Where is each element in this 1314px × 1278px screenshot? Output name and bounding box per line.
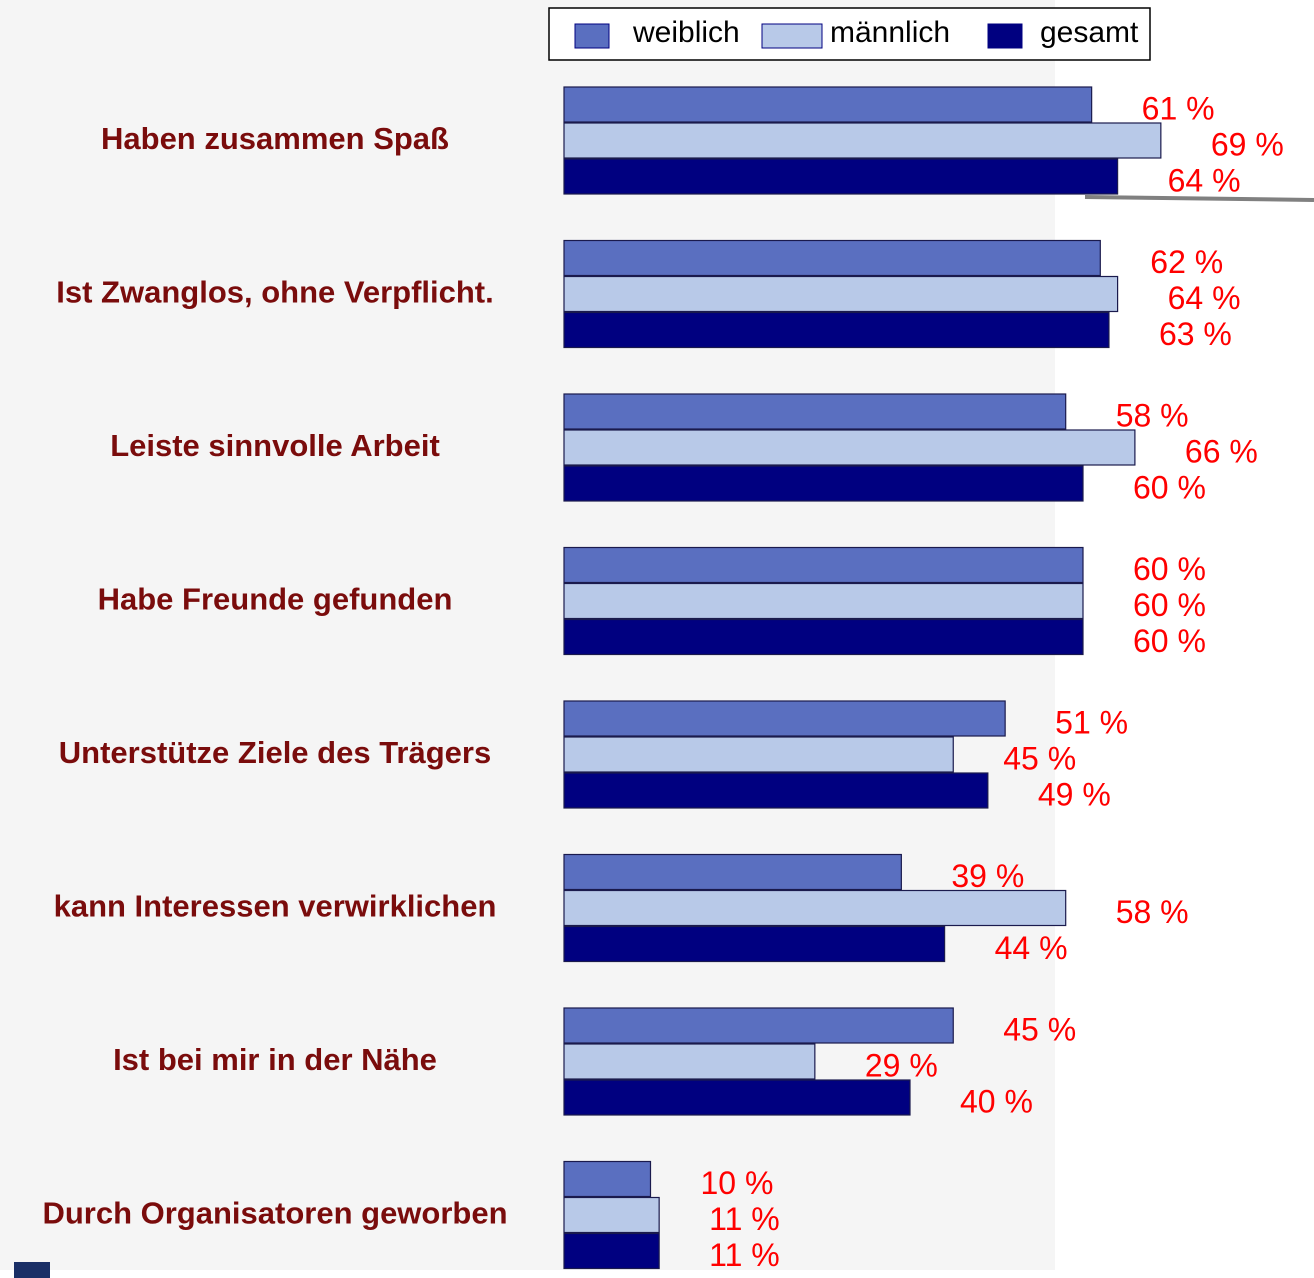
value-label: 51 % [1055,704,1128,740]
value-label: 45 % [1003,740,1076,776]
value-label: 45 % [1003,1011,1076,1047]
legend-box [548,7,1151,61]
legend-swatch [987,23,1023,49]
value-label: 60 % [1133,469,1206,505]
category-label: Habe Freunde gefunden [98,582,453,617]
bar [563,1232,660,1270]
decor-square [14,1262,50,1278]
bar [563,618,1084,656]
category-label: Durch Organisatoren geworben [42,1196,507,1231]
bar [563,158,1119,195]
value-label: 10 % [701,1165,774,1201]
value-label: 11 % [709,1201,780,1237]
value-label: 64 % [1168,162,1241,198]
bar [563,736,954,773]
value-label: 60 % [1133,587,1206,623]
legend-swatch [761,23,823,49]
value-label: 64 % [1168,280,1241,316]
bar [563,1043,816,1080]
bar [563,311,1110,349]
bar [563,772,989,809]
value-label: 29 % [865,1047,938,1083]
bar [563,1079,911,1116]
category-label: Unterstütze Ziele des Trägers [59,735,491,770]
value-label: 40 % [960,1083,1033,1119]
bar [563,122,1162,159]
bar [563,86,1093,123]
value-label: 63 % [1159,316,1232,352]
category-label: Haben zusammen Spaß [101,121,449,156]
value-label: 58 % [1116,397,1189,433]
value-label: 44 % [995,930,1068,966]
legend: weiblich männlich gesamt [548,7,1151,61]
bar [563,275,1119,313]
legend-label: gesamt [1040,16,1139,49]
bar [563,582,1084,620]
category-label: Ist bei mir in der Nähe [113,1042,437,1077]
bar [563,700,1006,737]
bar [563,853,902,891]
value-label: 11 % [709,1237,780,1273]
value-label: 62 % [1150,244,1223,280]
bar [563,1196,660,1234]
category-label: Ist Zwanglos, ohne Verpflicht. [56,275,494,310]
value-label: 61 % [1142,90,1215,126]
bar [563,465,1084,502]
bar [563,239,1101,277]
value-label: 69 % [1211,126,1284,162]
legend-swatch [574,23,610,49]
value-label: 58 % [1116,894,1189,930]
bar [563,546,1084,584]
value-label: 66 % [1185,433,1258,469]
category-label: Leiste sinnvolle Arbeit [110,428,440,463]
bar [563,429,1136,466]
legend-label: männlich [830,16,950,49]
decor-line [1084,195,1314,202]
legend-label: weiblich [632,16,740,49]
bar [563,1007,954,1044]
value-label: 49 % [1038,776,1111,812]
bar [563,393,1067,430]
bar [563,1160,652,1198]
category-label: kann Interessen verwirklichen [54,889,497,924]
value-label: 60 % [1133,551,1206,587]
value-label: 60 % [1133,623,1206,659]
bar [563,889,1067,927]
bar [563,925,946,963]
value-label: 39 % [951,858,1024,894]
